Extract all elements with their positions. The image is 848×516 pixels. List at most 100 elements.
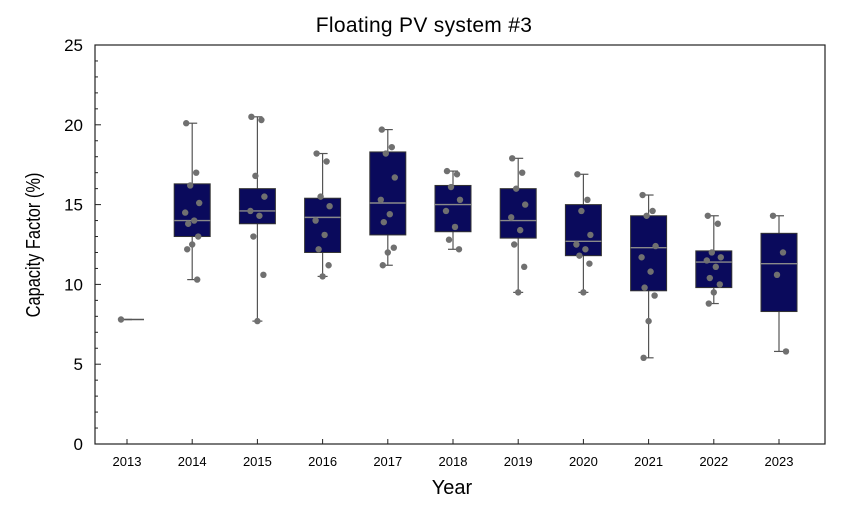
y-tick-label: 0 — [74, 435, 83, 454]
y-tick-label: 25 — [64, 36, 83, 55]
data-point — [522, 201, 529, 208]
x-tick-label: 2018 — [439, 454, 468, 469]
data-point — [576, 252, 583, 259]
data-point — [641, 284, 648, 291]
data-point — [382, 150, 389, 157]
data-point — [649, 207, 656, 215]
data-point — [447, 183, 455, 191]
x-tick-label: 2013 — [113, 454, 142, 469]
data-point — [315, 246, 322, 253]
box-group — [434, 170, 472, 250]
x-tick-label: 2014 — [178, 454, 207, 469]
y-tick-label: 15 — [64, 196, 83, 215]
data-point — [189, 241, 196, 248]
x-tick-label: 2020 — [569, 454, 598, 469]
chart-title: Floating PV system #3 — [315, 14, 533, 37]
data-point — [519, 169, 526, 176]
box-group — [630, 194, 668, 359]
data-point — [445, 236, 453, 243]
data-point — [317, 193, 324, 200]
data-point — [587, 231, 594, 239]
y-tick-label: 5 — [74, 355, 83, 374]
data-point — [326, 202, 333, 210]
data-point — [193, 169, 200, 176]
data-point — [384, 249, 391, 256]
data-point — [380, 218, 387, 226]
data-point — [319, 273, 326, 280]
box-group — [760, 215, 798, 353]
data-point — [254, 317, 261, 325]
data-point — [712, 263, 719, 271]
data-point — [390, 244, 397, 251]
boxes-layer — [119, 116, 798, 359]
x-tick-label: 2023 — [765, 454, 794, 469]
data-point — [313, 150, 320, 157]
box-group — [564, 173, 602, 293]
x-tick-label: 2019 — [504, 454, 533, 469]
data-point — [582, 246, 589, 253]
data-point — [443, 167, 451, 175]
data-point — [442, 207, 450, 215]
box-group — [238, 116, 276, 322]
axis-ticks — [95, 44, 780, 445]
data-point — [714, 220, 721, 227]
data-point — [312, 217, 319, 224]
data-point — [647, 268, 654, 275]
box-iqr — [434, 184, 472, 233]
data-point — [377, 196, 384, 204]
x-tick-label: 2015 — [243, 454, 272, 469]
data-point — [117, 316, 125, 323]
data-point — [250, 233, 257, 240]
data-point — [185, 220, 192, 227]
box-iqr — [173, 183, 211, 238]
plot-frame — [94, 44, 826, 445]
data-point — [195, 233, 202, 240]
data-point — [716, 281, 723, 288]
data-point — [773, 271, 781, 279]
data-point — [652, 242, 659, 250]
data-point — [187, 182, 194, 189]
data-point — [379, 262, 386, 269]
data-point — [769, 212, 777, 219]
data-point — [515, 289, 522, 296]
data-point — [508, 214, 515, 221]
data-point — [639, 191, 646, 199]
box-group — [499, 157, 537, 293]
data-point — [706, 274, 713, 282]
data-point — [184, 246, 191, 253]
data-point — [194, 276, 201, 283]
data-point — [261, 193, 268, 200]
x-axis-title: Year — [432, 477, 473, 499]
data-point — [196, 199, 203, 207]
data-point — [710, 289, 717, 296]
box-iqr — [238, 188, 276, 225]
box-iqr — [630, 215, 668, 292]
data-point — [453, 171, 461, 178]
data-point — [643, 212, 650, 219]
data-point — [573, 241, 580, 248]
data-point — [256, 212, 263, 219]
data-point — [705, 300, 712, 307]
data-point — [248, 113, 255, 121]
x-tick-label: 2021 — [634, 454, 663, 469]
data-point — [578, 207, 585, 215]
data-point — [386, 210, 393, 218]
data-point — [456, 196, 464, 204]
box-group — [304, 152, 342, 278]
data-point — [321, 231, 328, 239]
data-point — [451, 223, 459, 231]
data-point — [258, 116, 265, 124]
data-point — [640, 354, 647, 362]
data-point — [717, 254, 724, 261]
points-layer — [117, 113, 790, 362]
data-point — [325, 262, 332, 269]
data-point — [779, 249, 787, 256]
data-point — [638, 254, 645, 261]
data-point — [191, 217, 198, 224]
data-point — [586, 260, 593, 267]
x-tick-label: 2022 — [699, 454, 728, 469]
data-point — [455, 246, 463, 253]
y-tick-label: 20 — [64, 116, 83, 135]
x-tick-label: 2016 — [308, 454, 337, 469]
